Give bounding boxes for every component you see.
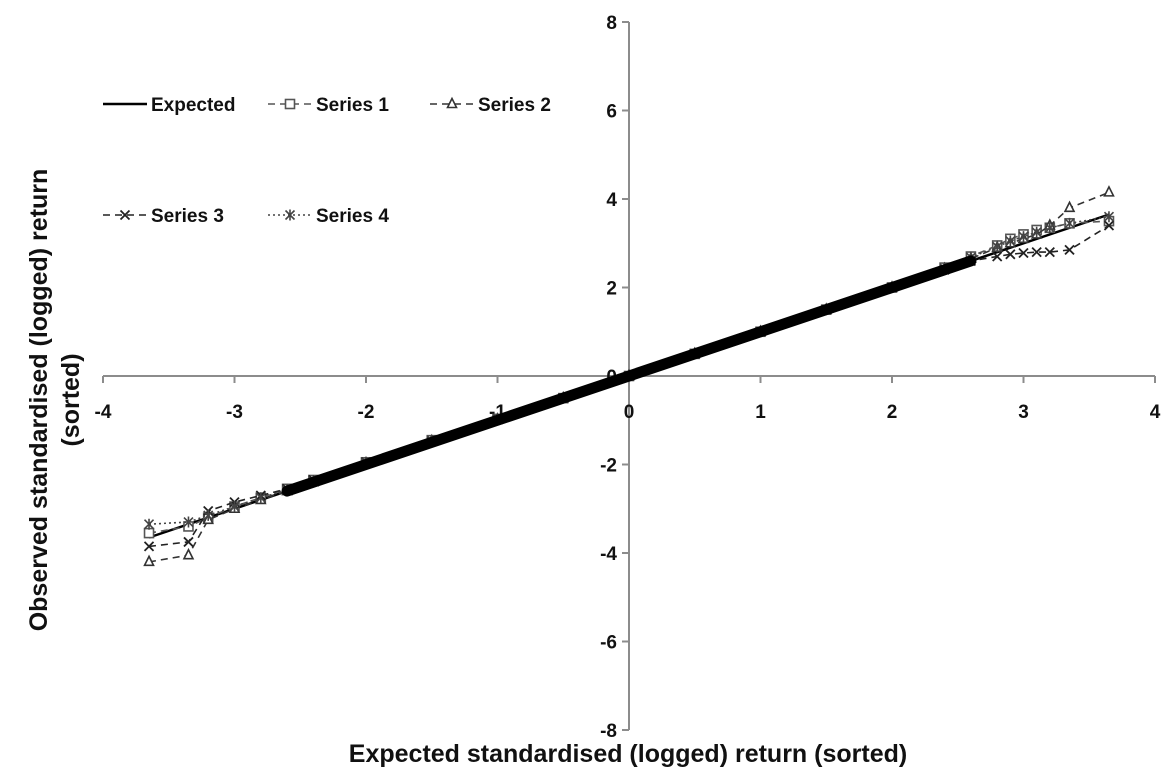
data-point [1103, 211, 1115, 223]
y-axis-title: Observed standardised (logged) return (s… [25, 169, 85, 632]
data-point [1005, 249, 1016, 260]
legend-entry-series-4: Series 4 [268, 206, 389, 227]
y-axis-title-line-1: Observed standardised (logged) return [25, 169, 53, 632]
x-tick-label: 0 [624, 402, 635, 423]
data-point [992, 251, 1003, 262]
legend: Expected Series 1 Series 2 Series 3 Series 4 [103, 95, 551, 227]
data-point [183, 536, 194, 548]
data-point [1044, 246, 1055, 258]
y-tick-label: -6 [600, 633, 617, 654]
data-point [446, 96, 458, 109]
legend-label: Series 2 [478, 95, 551, 116]
x-tick-label: 3 [1018, 402, 1029, 423]
data-point [1063, 200, 1076, 213]
data-point [992, 241, 1003, 253]
data-point [183, 516, 194, 528]
data-point [143, 554, 155, 567]
legend-entry-series-2: Series 2 [430, 95, 551, 116]
y-tick-label: -2 [600, 456, 617, 477]
data-point [1103, 220, 1115, 231]
data-point [119, 209, 131, 221]
x-axis-title: Expected standardised (logged) return (s… [349, 740, 907, 768]
y-tick-label: 2 [606, 279, 617, 300]
data-point [203, 509, 214, 521]
legend-entry-expected: Expected [103, 95, 235, 116]
legend-label: Series 4 [316, 206, 389, 227]
x-tick-label: -4 [95, 402, 112, 423]
legend-label: Series 1 [316, 95, 389, 116]
data-point [1018, 231, 1029, 243]
x-tick-label: 4 [1150, 402, 1161, 423]
y-tick-label: -8 [600, 721, 617, 742]
data-point [1103, 185, 1115, 197]
legend-entry-series-3: Series 3 [103, 206, 224, 227]
y-tick-label: 8 [606, 13, 617, 34]
data-point [1064, 244, 1075, 256]
y-tick-label: 6 [606, 102, 617, 123]
series-layer [143, 185, 1115, 567]
data-point [284, 98, 296, 110]
data-point [182, 547, 195, 560]
dense-points-band [281, 255, 977, 497]
data-point [284, 209, 296, 221]
x-tick-label: 2 [887, 402, 898, 423]
y-tick-label: 4 [606, 190, 617, 211]
data-point [1044, 222, 1055, 234]
x-tick-label: -3 [226, 402, 243, 423]
legend-entry-series-1: Series 1 [268, 95, 389, 116]
y-axis-title-line-2: (sorted) [57, 353, 85, 446]
data-point [1031, 246, 1042, 258]
data-point [143, 541, 155, 552]
legend-label: Series 3 [151, 206, 224, 227]
data-point [1064, 217, 1075, 229]
data-point [143, 527, 155, 539]
data-point [229, 501, 240, 513]
data-point [143, 518, 155, 530]
data-point [1018, 247, 1029, 259]
data-point [255, 492, 266, 504]
x-tick-label: 1 [755, 402, 766, 423]
x-tick-label: -2 [358, 402, 375, 423]
y-tick-label: -4 [600, 544, 617, 565]
legend-label: Expected [151, 95, 235, 116]
data-point [1031, 226, 1042, 238]
data-point [1005, 235, 1016, 247]
